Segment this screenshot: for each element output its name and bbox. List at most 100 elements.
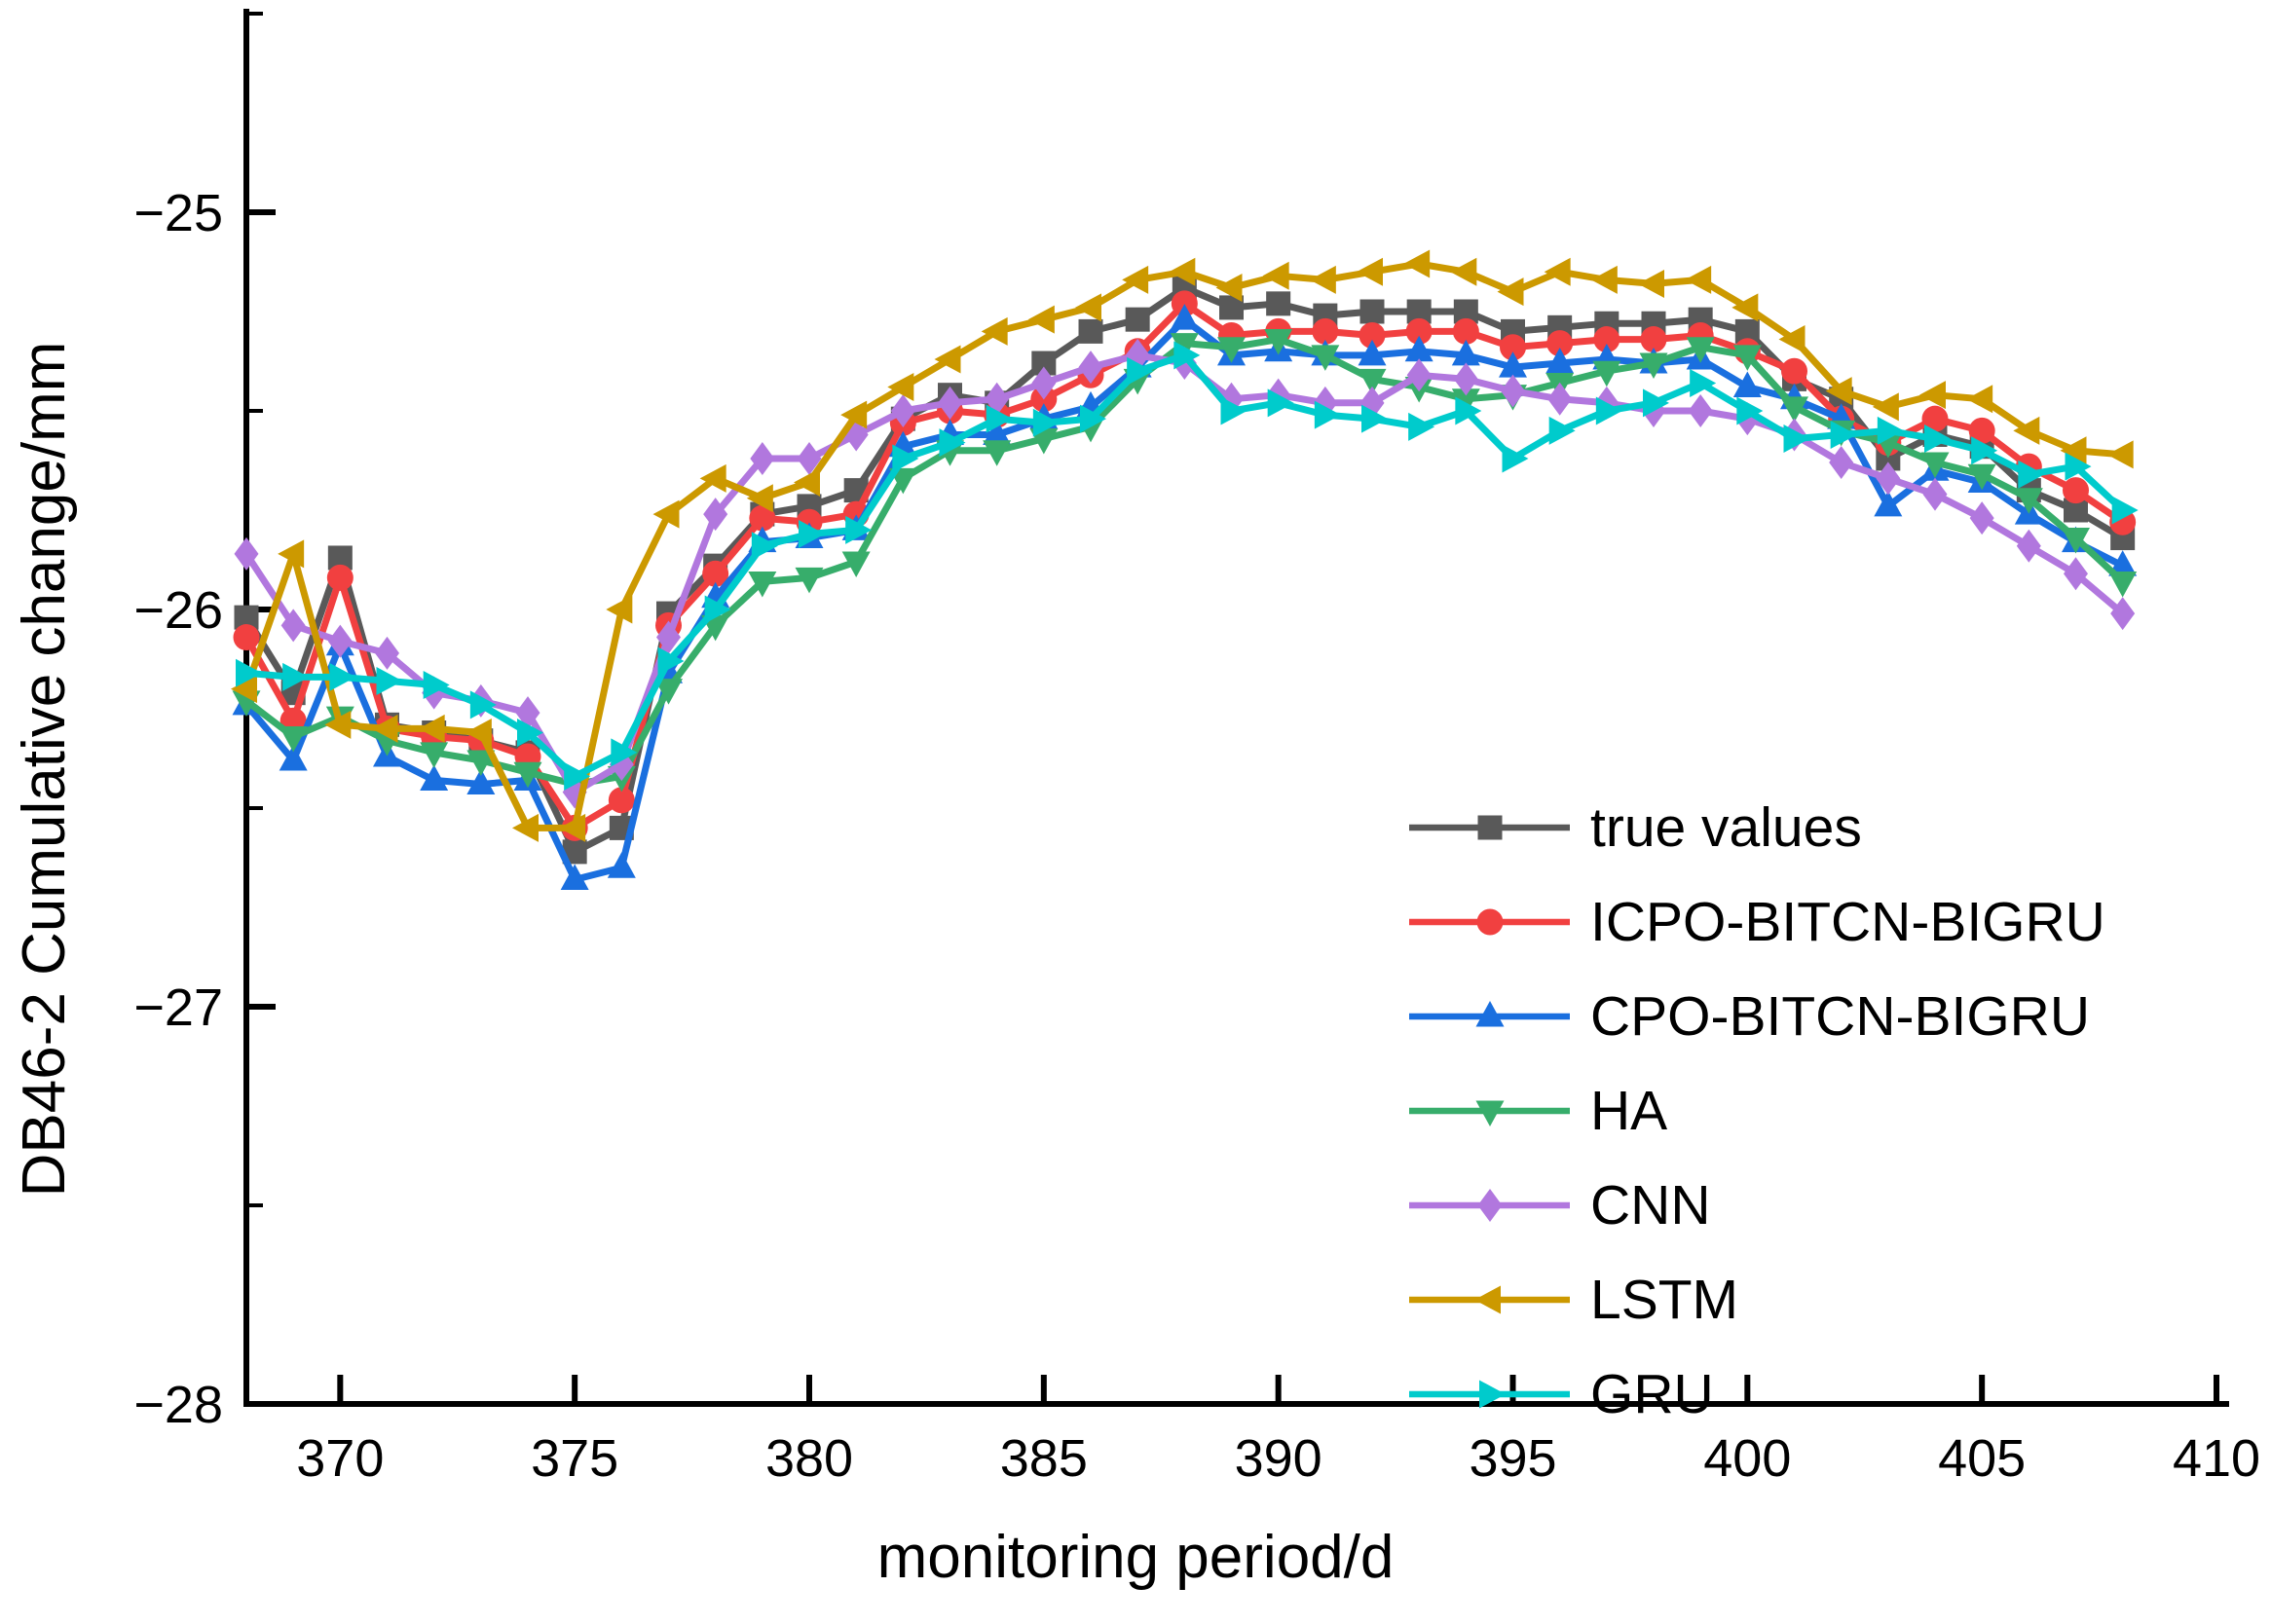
data-point-marker: [279, 726, 308, 753]
data-point-marker: [892, 444, 919, 473]
data-point-marker: [465, 718, 492, 747]
x-tick-label: 395: [1469, 1429, 1556, 1488]
data-point-marker: [1078, 318, 1103, 344]
data-point-marker: [751, 532, 778, 561]
data-point-marker: [1829, 446, 1854, 480]
legend-marker-sample: [1477, 815, 1503, 840]
data-point-marker: [1920, 452, 1950, 479]
x-tick-label: 385: [1000, 1429, 1088, 1488]
legend: true values ICPO-BITCN-BIGRU CPO-BITCN-BIG…: [1409, 796, 2105, 1425]
series-lstm: [231, 249, 2134, 842]
legend-item-cnn: CNN: [1409, 1174, 1711, 1236]
legend-label: HA: [1590, 1080, 1667, 1142]
data-point-marker: [1968, 417, 1995, 444]
data-point-marker: [1922, 477, 1948, 511]
data-point-marker: [1451, 388, 1480, 415]
data-point-marker: [1032, 408, 1060, 437]
data-point-marker: [2063, 477, 2089, 504]
data-point-marker: [1450, 257, 1477, 286]
x-tick-label: 390: [1235, 1429, 1322, 1488]
data-point-marker: [1921, 405, 1949, 432]
data-point-marker: [466, 768, 496, 795]
data-point-marker: [2065, 452, 2092, 481]
data-point-marker: [1971, 436, 1998, 465]
legend-item-true-values: true values: [1409, 796, 1862, 859]
data-point-marker: [1217, 337, 1246, 363]
data-point-marker: [606, 595, 633, 624]
data-point-marker: [2016, 529, 2041, 563]
data-point-marker: [1924, 424, 1951, 454]
data-point-marker: [329, 662, 356, 691]
data-point-marker: [564, 761, 591, 791]
data-point-marker: [517, 718, 543, 747]
data-point-marker: [2108, 571, 2138, 598]
data-point-marker: [375, 636, 399, 670]
data-point-marker: [840, 400, 868, 429]
data-point-marker: [1170, 333, 1199, 359]
data-point-marker: [1404, 335, 1433, 362]
data-point-marker: [1546, 330, 1574, 357]
data-point-marker: [1031, 366, 1057, 400]
y-tick-label: −27: [133, 978, 223, 1037]
data-point-marker: [1311, 345, 1340, 371]
x-tick-label: 375: [531, 1429, 618, 1488]
legend-item-gru: GRU: [1409, 1363, 1714, 1425]
tick-labels: 370 375 380 385 390 395 400 405 410 −25 −26 −27 −28: [133, 184, 2260, 1488]
x-axis-label: monitoring period/d: [877, 1524, 1395, 1591]
y-axis-label: DB46-2 Cumulative change/mm: [11, 342, 78, 1198]
data-point-marker: [1359, 321, 1386, 349]
data-point-marker: [1640, 326, 1667, 353]
data-point-marker: [841, 551, 871, 578]
data-point-marker: [1686, 337, 1715, 363]
legend-label: LSTM: [1590, 1269, 1738, 1331]
axes: [243, 9, 2229, 1407]
data-point-marker: [1732, 345, 1762, 371]
data-point-marker: [1545, 348, 1575, 374]
data-point-marker: [1078, 351, 1103, 385]
data-point-marker: [1169, 257, 1196, 286]
data-point-marker: [278, 539, 305, 569]
data-point-marker: [1825, 377, 1852, 406]
data-point-marker: [703, 498, 728, 532]
data-point-marker: [1685, 265, 1712, 294]
data-point-marker: [1359, 299, 1385, 324]
data-point-marker: [657, 646, 685, 676]
data-point-marker: [231, 675, 257, 704]
data-point-marker: [608, 787, 635, 814]
data-point-marker: [1358, 368, 1387, 395]
data-point-marker: [1736, 396, 1764, 425]
data-point-marker: [1312, 317, 1339, 345]
legend-marker-sample: [1476, 908, 1504, 936]
legend-item-icpo-bitcn-bigru: ICPO-BITCN-BIGRU: [1409, 891, 2105, 953]
data-point-marker: [750, 441, 775, 475]
data-point-marker: [1262, 261, 1289, 290]
data-point-marker: [469, 690, 497, 720]
data-point-marker: [2110, 597, 2136, 631]
legend-label: GRU: [1590, 1363, 1714, 1425]
data-point-marker: [1080, 404, 1106, 433]
data-point-marker: [2018, 460, 2045, 489]
data-point-marker: [704, 595, 731, 624]
data-point-marker: [1690, 368, 1717, 397]
data-point-marker: [1453, 362, 1478, 396]
data-point-marker: [280, 609, 306, 643]
data-point-marker: [1406, 358, 1432, 392]
data-point-marker: [376, 666, 403, 695]
data-point-marker: [1361, 404, 1388, 433]
data-point-marker: [1593, 326, 1620, 353]
legend-label: CPO-BITCN-BIGRU: [1590, 985, 2090, 1048]
x-tick-label: 380: [765, 1429, 853, 1488]
legend-marker-sample: [1475, 1001, 1505, 1027]
data-point-marker: [1267, 388, 1294, 418]
data-point-marker: [1830, 420, 1857, 449]
data-point-marker: [799, 519, 825, 548]
data-point-marker: [1075, 293, 1101, 322]
data-point-marker: [1173, 341, 1201, 370]
x-tick-label: 400: [1703, 1429, 1791, 1488]
data-point-marker: [939, 428, 966, 458]
data-point-marker: [236, 658, 262, 687]
data-point-marker: [282, 662, 310, 691]
legend-label: ICPO-BITCN-BIGRU: [1590, 891, 2105, 953]
x-tick-label: 405: [1938, 1429, 2026, 1488]
